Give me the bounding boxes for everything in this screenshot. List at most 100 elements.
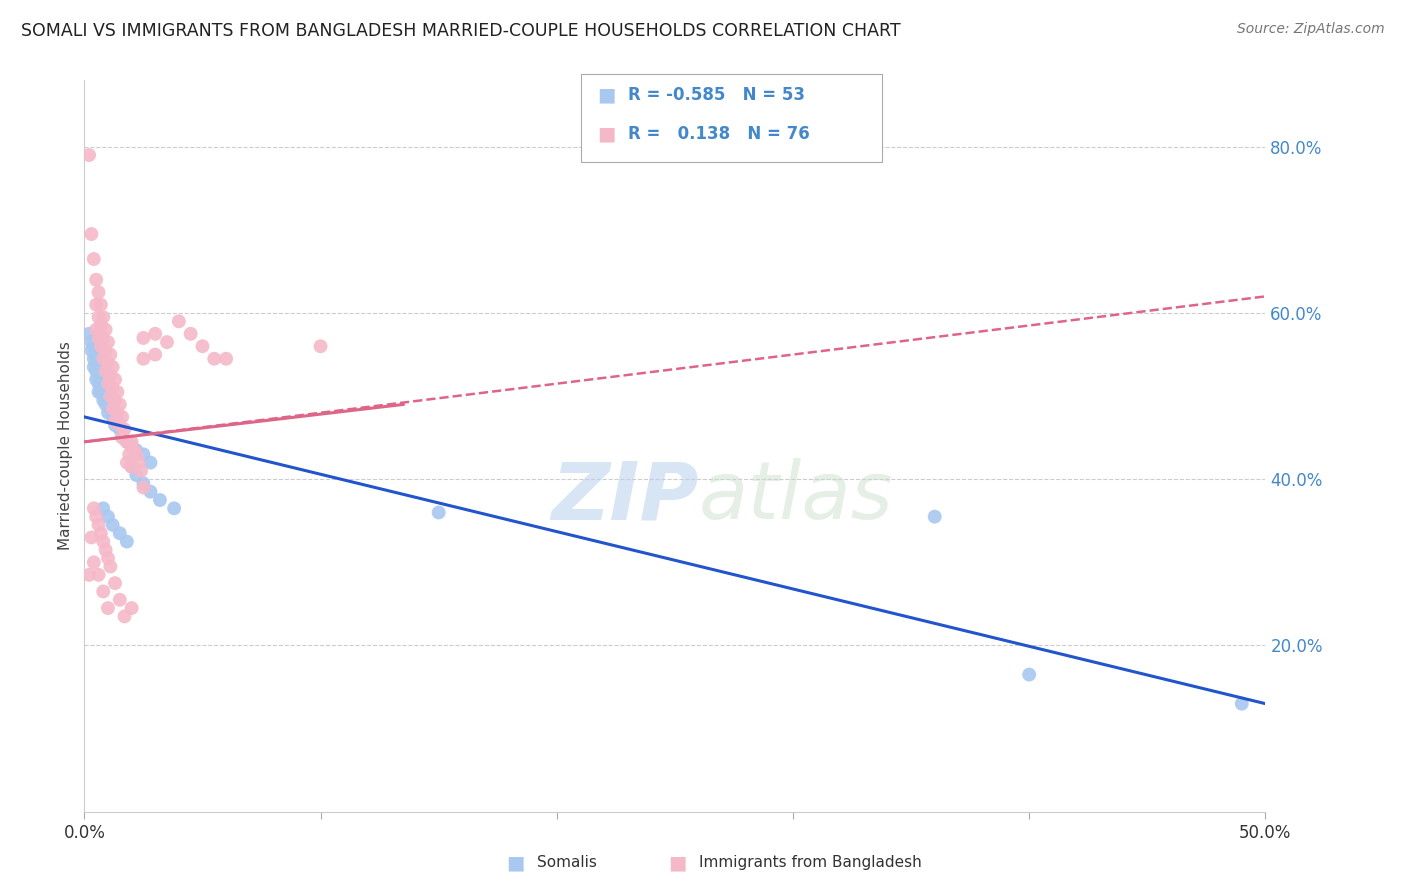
- Point: [101, 359, 124, 374]
- Point: [1230, 697, 1253, 711]
- Point: [97, 384, 120, 399]
- Point: [129, 464, 152, 478]
- Point: [87, 567, 110, 582]
- Text: SOMALI VS IMMIGRANTS FROM BANGLADESH MARRIED-COUPLE HOUSEHOLDS CORRELATION CHART: SOMALI VS IMMIGRANTS FROM BANGLADESH MAR…: [21, 22, 901, 40]
- Point: [104, 418, 127, 433]
- Point: [125, 447, 148, 461]
- Point: [101, 397, 124, 411]
- Point: [91, 310, 114, 325]
- Point: [94, 323, 117, 337]
- Text: Somalis: Somalis: [537, 855, 598, 870]
- Point: [108, 526, 131, 541]
- Point: [83, 359, 105, 374]
- Point: [77, 326, 100, 341]
- Point: [101, 381, 124, 395]
- Point: [191, 339, 214, 353]
- Point: [90, 376, 112, 391]
- Point: [104, 393, 127, 408]
- Point: [98, 368, 121, 383]
- Point: [94, 381, 117, 395]
- Point: [87, 285, 110, 300]
- Point: [84, 298, 107, 312]
- Point: [107, 384, 129, 399]
- Point: [128, 456, 150, 470]
- Point: [115, 434, 138, 449]
- Point: [924, 509, 946, 524]
- Point: [118, 447, 141, 461]
- Point: [91, 351, 114, 366]
- Y-axis label: Married-couple Households: Married-couple Households: [58, 342, 73, 550]
- Point: [163, 501, 186, 516]
- Point: [80, 530, 103, 544]
- Point: [77, 148, 100, 162]
- Text: ■: ■: [506, 853, 524, 872]
- Text: R = -0.585   N = 53: R = -0.585 N = 53: [628, 87, 806, 104]
- Point: [84, 273, 107, 287]
- Point: [121, 459, 143, 474]
- Point: [98, 559, 121, 574]
- Point: [94, 397, 117, 411]
- Point: [83, 555, 105, 569]
- Point: [180, 326, 202, 341]
- Point: [121, 434, 143, 449]
- Point: [121, 459, 143, 474]
- Point: [104, 414, 127, 428]
- Point: [97, 551, 120, 566]
- Point: [108, 418, 131, 433]
- Point: [84, 372, 107, 386]
- Point: [97, 356, 120, 370]
- Point: [87, 384, 110, 399]
- Point: [427, 506, 450, 520]
- Point: [97, 509, 120, 524]
- Point: [132, 476, 155, 491]
- Point: [80, 335, 103, 350]
- Point: [125, 443, 148, 458]
- Point: [202, 351, 225, 366]
- Point: [115, 534, 138, 549]
- Point: [87, 331, 110, 345]
- Point: [87, 359, 110, 374]
- Text: Source: ZipAtlas.com: Source: ZipAtlas.com: [1237, 22, 1385, 37]
- Point: [83, 501, 105, 516]
- Point: [111, 426, 134, 441]
- Point: [143, 326, 166, 341]
- Point: [77, 567, 100, 582]
- Point: [139, 484, 162, 499]
- Point: [104, 372, 127, 386]
- Point: [90, 384, 112, 399]
- Point: [91, 534, 114, 549]
- Point: [87, 351, 110, 366]
- Point: [125, 468, 148, 483]
- Point: [90, 368, 112, 383]
- Point: [98, 393, 121, 408]
- Point: [91, 393, 114, 408]
- Point: [90, 526, 112, 541]
- Point: [84, 323, 107, 337]
- Point: [143, 347, 166, 362]
- Point: [94, 389, 117, 403]
- Point: [139, 456, 162, 470]
- Point: [108, 592, 131, 607]
- Point: [111, 409, 134, 424]
- Point: [114, 609, 136, 624]
- Point: [97, 393, 120, 408]
- Text: ZIP: ZIP: [551, 458, 699, 536]
- Point: [121, 439, 143, 453]
- Point: [107, 406, 129, 420]
- Point: [91, 331, 114, 345]
- Point: [101, 518, 124, 533]
- Point: [108, 422, 131, 436]
- Point: [84, 356, 107, 370]
- Point: [132, 447, 155, 461]
- Point: [94, 343, 117, 358]
- Point: [84, 347, 107, 362]
- Point: [115, 434, 138, 449]
- Text: ■: ■: [668, 853, 686, 872]
- Text: Immigrants from Bangladesh: Immigrants from Bangladesh: [699, 855, 921, 870]
- Point: [121, 601, 143, 615]
- Point: [98, 389, 121, 403]
- Point: [98, 401, 121, 416]
- Point: [80, 227, 103, 241]
- Point: [101, 409, 124, 424]
- Point: [149, 493, 172, 508]
